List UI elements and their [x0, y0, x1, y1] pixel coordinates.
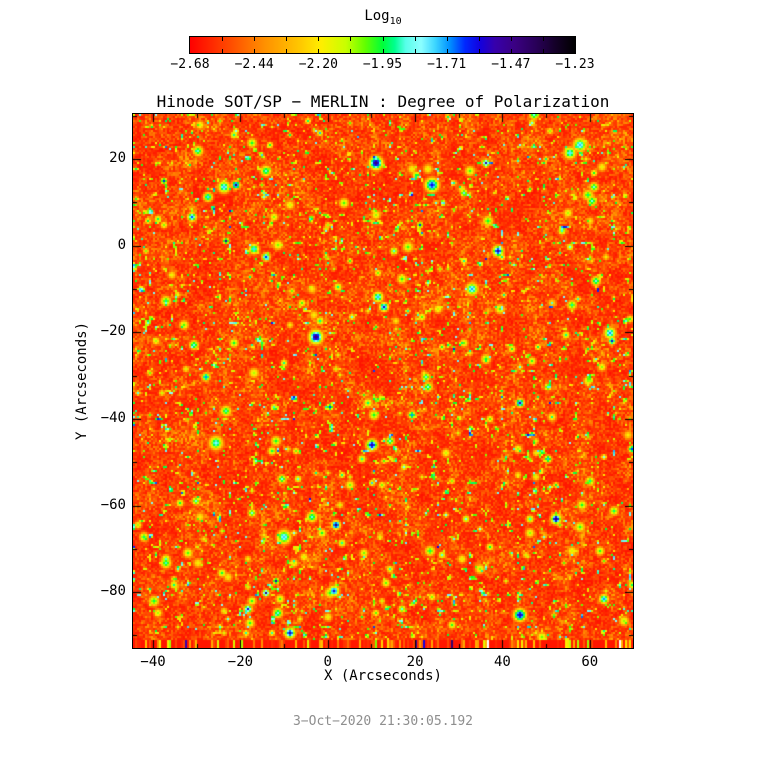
y-tick-label: 0 — [117, 236, 126, 253]
colorbar-tick-label: −1.71 — [427, 57, 467, 72]
colorbar-title-main: Log — [364, 8, 390, 24]
colorbar-tick — [447, 49, 448, 53]
colorbar-tick — [415, 49, 416, 53]
y-tick-label: −60 — [100, 496, 126, 513]
colorbar-tick-label: −2.44 — [234, 57, 274, 72]
y-tick-label: −20 — [100, 323, 126, 340]
colorbar-tick — [447, 37, 448, 41]
x-tick-label: 60 — [581, 654, 599, 670]
colorbar-tick — [254, 49, 255, 53]
footer-timestamp: 3−Oct−2020 21:30:05.192 — [292, 714, 473, 729]
colorbar-tick — [286, 37, 287, 41]
y-tick-label: 20 — [109, 150, 126, 167]
colorbar-tick-label: −1.47 — [491, 57, 531, 72]
x-axis-label: X (Arcseconds) — [323, 668, 442, 684]
colorbar-tick — [254, 37, 255, 41]
colorbar-tick — [479, 49, 480, 53]
colorbar-title: Log10 — [0, 8, 766, 27]
x-tick-label: 40 — [493, 654, 511, 670]
colorbar-tick — [222, 37, 223, 41]
y-tick-label: −40 — [100, 409, 126, 426]
colorbar-tick — [479, 37, 480, 41]
colorbar-tick — [511, 49, 512, 53]
colorbar-tick-label: −1.23 — [555, 57, 595, 72]
plot-area — [132, 113, 634, 649]
colorbar-tick-label: −2.20 — [298, 57, 338, 72]
x-tick-label: 20 — [406, 654, 424, 670]
colorbar-tick — [415, 37, 416, 41]
colorbar-tick — [350, 49, 351, 53]
colorbar-title-sub: 10 — [389, 15, 402, 27]
colorbar-tick — [511, 37, 512, 41]
colorbar — [189, 36, 576, 54]
x-tick-label: 0 — [323, 654, 332, 670]
colorbar-tick — [222, 49, 223, 53]
colorbar-tick — [286, 49, 287, 53]
colorbar-tick-label: −1.95 — [362, 57, 403, 72]
x-tick-label: −20 — [227, 654, 254, 670]
colorbar-tick-label: −2.68 — [170, 57, 210, 72]
colorbar-tick — [318, 37, 319, 41]
plot-title: Hinode SOT/SP − MERLIN : Degree of Polar… — [156, 92, 610, 111]
heatmap-canvas — [133, 114, 633, 648]
colorbar-tick — [543, 37, 544, 41]
colorbar-tick — [383, 49, 384, 53]
colorbar-tick — [318, 49, 319, 53]
x-tick-label: −40 — [140, 654, 166, 670]
y-tick-label: −80 — [100, 583, 126, 600]
colorbar-tick — [383, 37, 384, 41]
colorbar-tick — [543, 49, 544, 53]
colorbar-tick — [350, 37, 351, 41]
